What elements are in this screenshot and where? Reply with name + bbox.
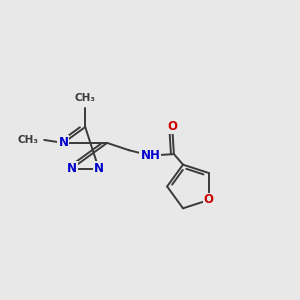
Text: N: N [58,136,68,149]
Text: N: N [94,162,104,175]
Text: CH₃: CH₃ [18,135,39,145]
Text: O: O [204,194,214,206]
Text: NH: NH [140,149,160,162]
Text: N: N [67,162,77,175]
Text: CH₃: CH₃ [75,93,96,103]
Text: O: O [167,120,177,133]
